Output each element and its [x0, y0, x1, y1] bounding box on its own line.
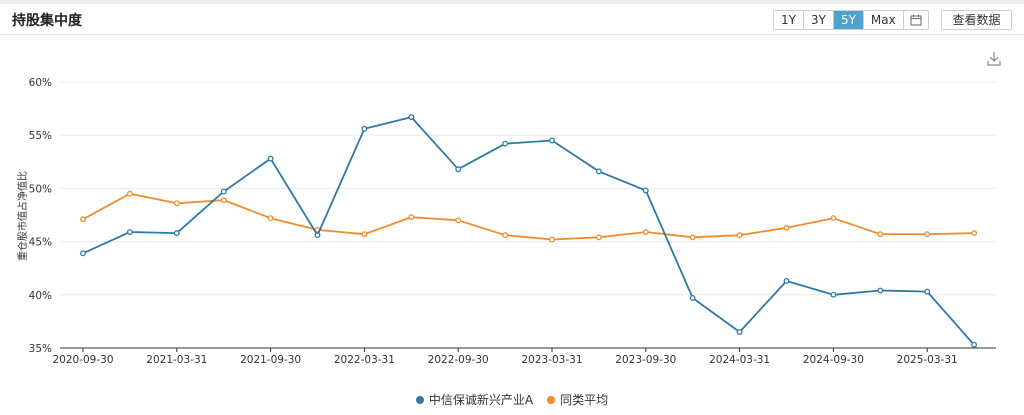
- legend-item-series-2[interactable]: 同类平均: [547, 391, 608, 408]
- data-point-series-1[interactable]: [689, 295, 696, 301]
- series-line-2: [82, 192, 975, 241]
- data-point-series-1[interactable]: [642, 187, 649, 194]
- y-tick-label: 40%: [29, 290, 52, 302]
- data-point-series-2[interactable]: [80, 216, 86, 223]
- data-point-series-2[interactable]: [830, 215, 837, 222]
- data-point-series-2[interactable]: [173, 200, 180, 207]
- data-point-series-2[interactable]: [408, 214, 415, 221]
- legend-marker-series-1: [415, 395, 424, 404]
- data-point-series-2[interactable]: [455, 217, 462, 224]
- y-tick-label: 35%: [29, 343, 52, 355]
- data-point-series-2[interactable]: [220, 197, 227, 204]
- x-tick-label: 2022-03-31: [334, 354, 395, 366]
- chart-series: [80, 114, 978, 348]
- y-tick-label: 60%: [29, 77, 52, 89]
- panel-title: 持股集中度: [12, 13, 82, 29]
- data-point-series-2[interactable]: [502, 232, 509, 239]
- data-point-series-2[interactable]: [126, 190, 133, 197]
- data-point-series-1[interactable]: [267, 155, 274, 162]
- data-point-series-2[interactable]: [689, 234, 696, 241]
- x-axis: 2020-09-30 2021-03-31 2021-09-30 2022-03-31…: [52, 347, 996, 366]
- y-axis-ticks: 35% 40% 45% 50% 55% 60%: [29, 77, 52, 355]
- view-data-button[interactable]: 查看数据: [941, 10, 1012, 30]
- data-point-series-2[interactable]: [361, 231, 368, 238]
- data-point-series-2[interactable]: [877, 231, 884, 238]
- legend-marker-series-2: [547, 395, 556, 404]
- x-tick-label: 2021-03-31: [146, 354, 207, 366]
- legend-item-series-1[interactable]: 中信保诚新兴产业A: [415, 391, 534, 408]
- data-point-series-1[interactable]: [736, 329, 743, 335]
- y-tick-label: 45%: [29, 237, 52, 249]
- data-point-series-1[interactable]: [220, 188, 227, 195]
- y-tick-label: 50%: [29, 183, 52, 195]
- data-point-series-1[interactable]: [502, 140, 509, 147]
- series-line-1: [82, 116, 975, 346]
- data-point-series-1[interactable]: [549, 137, 555, 144]
- data-point-series-2[interactable]: [924, 231, 931, 238]
- x-tick-label: 2023-03-31: [521, 354, 582, 366]
- data-point-series-1[interactable]: [971, 341, 978, 348]
- data-point-series-1[interactable]: [126, 229, 133, 235]
- x-tick-label: 2025-03-31: [897, 354, 958, 366]
- data-point-series-1[interactable]: [877, 287, 884, 294]
- data-point-series-2[interactable]: [736, 232, 743, 239]
- download-icon[interactable]: [986, 50, 1002, 68]
- data-point-series-2[interactable]: [971, 230, 978, 237]
- data-point-series-1[interactable]: [830, 291, 837, 298]
- calendar-icon: [910, 14, 922, 26]
- data-point-series-2[interactable]: [267, 215, 274, 222]
- data-point-series-2[interactable]: [783, 224, 790, 231]
- line-chart: 35%40%45%50%55%60% 2020-09-30 2021-03-31 2…: [16, 77, 996, 366]
- range-1y-button[interactable]: 1Y: [774, 11, 804, 29]
- y-axis-label: 重仓股市值占净值比: [16, 171, 29, 261]
- x-tick-label: 2022-09-30: [428, 354, 489, 366]
- legend-label-series-2: 同类平均: [560, 393, 609, 407]
- legend-label-series-1: 中信保诚新兴产业A: [428, 393, 534, 407]
- calendar-button[interactable]: [904, 11, 928, 29]
- chart-gridlines: [60, 81, 996, 296]
- top-stripe: [0, 0, 1024, 4]
- data-point-series-1[interactable]: [408, 114, 415, 121]
- data-point-series-2[interactable]: [595, 234, 602, 241]
- x-tick-label: 2024-03-31: [709, 354, 770, 366]
- range-max-button[interactable]: Max: [864, 11, 904, 29]
- range-selector: 1Y 3Y 5Y Max: [773, 10, 929, 30]
- x-tick-label: 2021-09-30: [240, 354, 301, 366]
- data-point-series-1[interactable]: [455, 166, 462, 173]
- data-point-series-2[interactable]: [549, 236, 555, 243]
- data-point-series-1[interactable]: [80, 250, 86, 257]
- data-point-series-1[interactable]: [924, 288, 931, 295]
- y-tick-label: 55%: [29, 130, 52, 142]
- x-tick-label: 2024-09-30: [803, 354, 864, 366]
- x-tick-label: 2023-09-30: [615, 354, 676, 366]
- range-5y-button[interactable]: 5Y: [833, 11, 864, 29]
- panel-header: 持股集中度 1Y 3Y 5Y Max 查看数据: [0, 4, 1024, 35]
- data-point-series-1[interactable]: [783, 278, 790, 284]
- range-3y-button[interactable]: 3Y: [804, 11, 834, 29]
- data-point-series-1[interactable]: [595, 168, 602, 175]
- data-point-series-1[interactable]: [314, 232, 321, 239]
- data-point-series-1[interactable]: [173, 230, 180, 237]
- data-point-series-2[interactable]: [642, 229, 649, 235]
- x-tick-label: 2020-09-30: [52, 354, 113, 366]
- data-point-series-1[interactable]: [361, 125, 368, 132]
- chart-legend: 中信保诚新兴产业A 同类平均: [0, 391, 1024, 408]
